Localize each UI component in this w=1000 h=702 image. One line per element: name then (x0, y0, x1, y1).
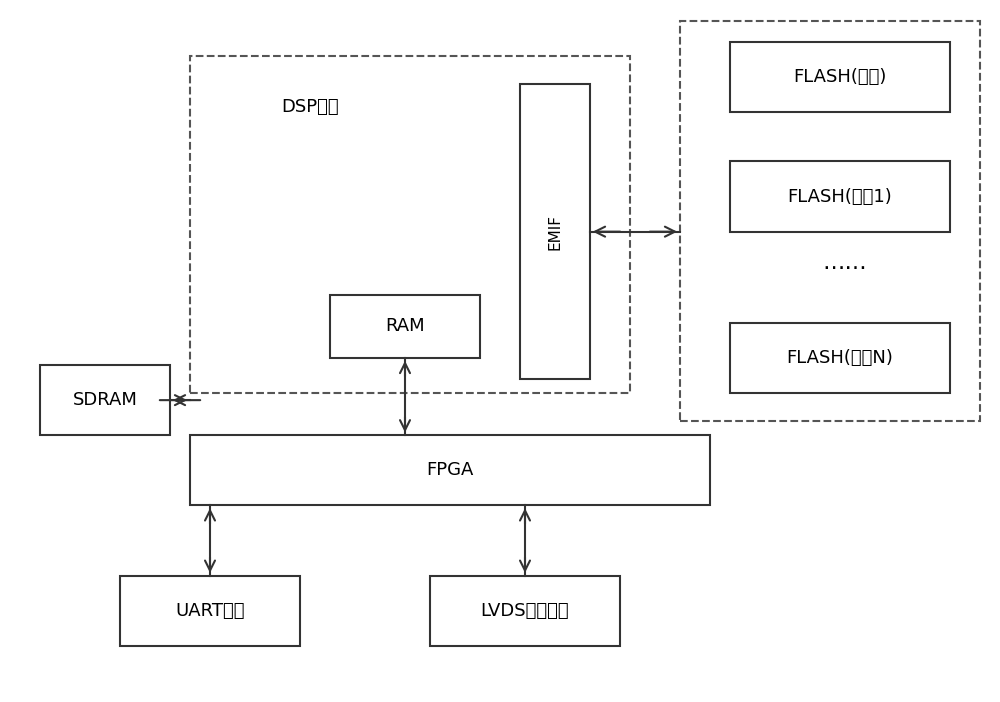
FancyBboxPatch shape (730, 42, 950, 112)
Text: FPGA: FPGA (426, 461, 474, 479)
FancyBboxPatch shape (190, 56, 630, 393)
FancyBboxPatch shape (520, 84, 590, 379)
Text: ……: …… (823, 253, 867, 273)
Text: FLASH(程序): FLASH(程序) (793, 68, 887, 86)
Text: SDRAM: SDRAM (73, 391, 137, 409)
FancyBboxPatch shape (40, 365, 170, 435)
FancyBboxPatch shape (430, 576, 620, 646)
Text: DSP芯片: DSP芯片 (281, 98, 339, 117)
Text: RAM: RAM (385, 317, 425, 336)
Text: UART收发: UART收发 (175, 602, 245, 620)
FancyBboxPatch shape (730, 323, 950, 393)
Text: LVDS视频输出: LVDS视频输出 (481, 602, 569, 620)
FancyBboxPatch shape (190, 435, 710, 505)
Text: EMIF: EMIF (548, 213, 562, 250)
Text: FLASH(字库1): FLASH(字库1) (788, 187, 892, 206)
FancyBboxPatch shape (330, 295, 480, 358)
FancyBboxPatch shape (680, 21, 980, 421)
Text: FLASH(字库N): FLASH(字库N) (787, 349, 893, 367)
FancyBboxPatch shape (120, 576, 300, 646)
FancyBboxPatch shape (730, 161, 950, 232)
